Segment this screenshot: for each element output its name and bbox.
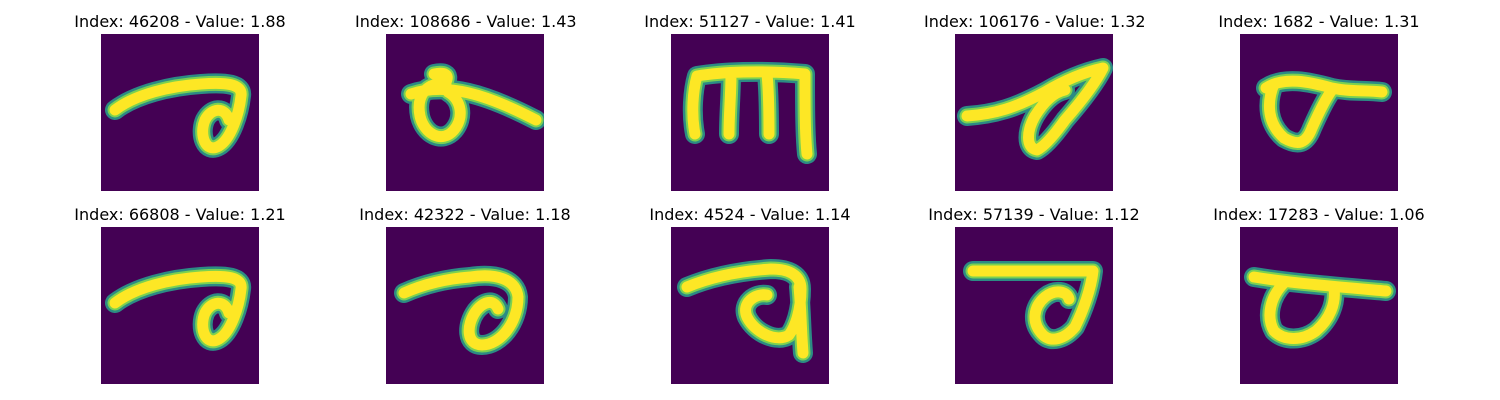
handwritten-glyph-image bbox=[101, 227, 259, 384]
glyph-stroke bbox=[405, 67, 542, 142]
glyph-canvas bbox=[671, 34, 829, 191]
panel-title: Index: 42322 - Value: 1.18 bbox=[359, 205, 571, 224]
image-panel: Index: 57139 - Value: 1.12 bbox=[924, 205, 1144, 395]
glyph-stroke bbox=[109, 270, 247, 347]
glyph-stroke bbox=[967, 265, 1099, 345]
handwritten-glyph-image bbox=[386, 227, 544, 384]
handwritten-glyph-image bbox=[955, 34, 1113, 191]
handwritten-glyph-image bbox=[101, 34, 259, 191]
glyph-stroke bbox=[961, 62, 1109, 156]
image-panel: Index: 46208 - Value: 1.88 bbox=[70, 12, 290, 202]
handwritten-glyph-image bbox=[955, 227, 1113, 384]
glyph-canvas bbox=[386, 34, 544, 191]
glyph-canvas bbox=[386, 227, 544, 384]
image-panel: Index: 1682 - Value: 1.31 bbox=[1209, 12, 1429, 202]
glyph-stroke bbox=[109, 77, 247, 154]
image-panel: Index: 66808 - Value: 1.21 bbox=[70, 205, 290, 395]
glyph-canvas bbox=[1240, 227, 1398, 384]
handwritten-glyph-image bbox=[1240, 227, 1398, 384]
panel-title: Index: 106176 - Value: 1.32 bbox=[924, 12, 1146, 31]
image-panel: Index: 17283 - Value: 1.06 bbox=[1209, 205, 1429, 395]
panel-title: Index: 51127 - Value: 1.41 bbox=[644, 12, 856, 31]
handwritten-glyph-image bbox=[671, 227, 829, 384]
glyph-canvas bbox=[1240, 34, 1398, 191]
glyph-canvas bbox=[101, 227, 259, 384]
panel-title: Index: 17283 - Value: 1.06 bbox=[1213, 205, 1425, 224]
image-panel: Index: 51127 - Value: 1.41 bbox=[640, 12, 860, 202]
glyph-stroke bbox=[1248, 271, 1392, 344]
glyph-stroke bbox=[398, 270, 524, 351]
image-panel: Index: 108686 - Value: 1.43 bbox=[355, 12, 577, 202]
panel-title: Index: 66808 - Value: 1.21 bbox=[74, 205, 286, 224]
image-panel: Index: 106176 - Value: 1.32 bbox=[924, 12, 1146, 202]
glyph-stroke bbox=[687, 66, 813, 160]
image-panel: Index: 42322 - Value: 1.18 bbox=[355, 205, 575, 395]
glyph-canvas bbox=[955, 227, 1113, 384]
handwritten-glyph-image bbox=[671, 34, 829, 191]
glyph-canvas bbox=[671, 227, 829, 384]
panel-title: Index: 1682 - Value: 1.31 bbox=[1218, 12, 1420, 31]
glyph-stroke bbox=[681, 263, 809, 359]
glyph-canvas bbox=[101, 34, 259, 191]
glyph-canvas bbox=[955, 34, 1113, 191]
panel-title: Index: 4524 - Value: 1.14 bbox=[649, 205, 851, 224]
panel-title: Index: 46208 - Value: 1.88 bbox=[74, 12, 286, 31]
glyph-stroke bbox=[1260, 75, 1388, 149]
handwritten-glyph-image bbox=[1240, 34, 1398, 191]
panel-title: Index: 57139 - Value: 1.12 bbox=[928, 205, 1140, 224]
panel-title: Index: 108686 - Value: 1.43 bbox=[355, 12, 577, 31]
image-panel: Index: 4524 - Value: 1.14 bbox=[640, 205, 860, 395]
handwritten-glyph-image bbox=[386, 34, 544, 191]
